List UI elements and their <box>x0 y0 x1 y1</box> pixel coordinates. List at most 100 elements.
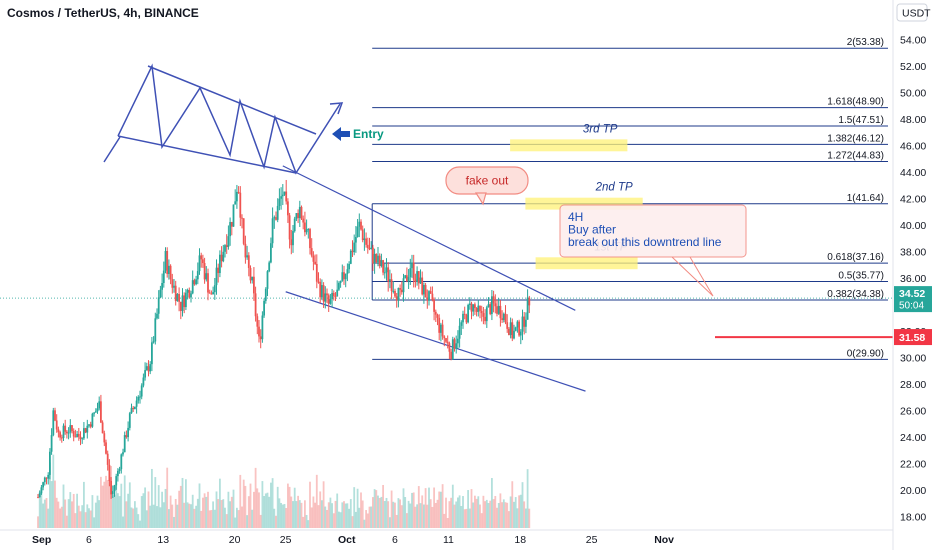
candle-body <box>42 482 44 488</box>
volume-bar <box>385 497 388 528</box>
candle-body <box>300 206 303 219</box>
candle-body <box>176 293 179 301</box>
candle-body <box>339 280 342 284</box>
candle-body <box>458 325 461 339</box>
candle-body <box>465 314 468 323</box>
volume-bar <box>227 491 230 528</box>
candle-body <box>492 296 495 304</box>
volume-bar <box>168 509 170 528</box>
candle-body <box>416 271 418 282</box>
candle-body <box>98 401 101 409</box>
candle-body <box>329 299 332 304</box>
candle-body <box>462 313 464 323</box>
volume-bar <box>414 506 417 528</box>
volume-bar <box>445 497 447 528</box>
candle-body <box>412 262 415 280</box>
price-tick-label: 48.00 <box>900 114 926 126</box>
volume-bar <box>67 499 70 528</box>
fib-level-label: 0.5(35.77) <box>838 271 884 282</box>
candle-body <box>484 316 486 322</box>
candle-body <box>467 304 469 323</box>
fib-level-label: 0.382(34.38) <box>827 289 884 300</box>
price-tick-label: 46.00 <box>900 141 926 153</box>
candle-body <box>424 284 427 298</box>
volume-bar <box>489 500 492 528</box>
volume-bar <box>275 515 277 528</box>
fib-level-label: 1(41.64) <box>847 193 884 204</box>
candle-body <box>271 218 274 244</box>
volume-bar <box>193 508 196 528</box>
volume-bar <box>156 506 158 528</box>
candle-body <box>479 305 481 311</box>
volume-bar <box>105 475 107 528</box>
volume-bar <box>161 491 163 528</box>
candle-body <box>506 322 509 329</box>
candle-body <box>264 288 267 301</box>
candle-body <box>502 313 505 321</box>
candle-body <box>71 425 73 432</box>
candle-body <box>222 251 225 262</box>
volume-bar <box>460 505 463 528</box>
time-tick-label: 13 <box>157 534 169 546</box>
volume-bar <box>516 508 519 528</box>
volume-bar <box>492 499 495 528</box>
volume-bar <box>353 487 356 528</box>
candle-body <box>130 407 133 414</box>
volume-bar <box>315 474 318 528</box>
volume-bar <box>380 496 383 528</box>
volume-bar <box>331 503 333 528</box>
candle-body <box>166 250 169 274</box>
candle-body <box>268 262 271 272</box>
candle-body <box>273 217 276 219</box>
candle-body <box>55 420 58 430</box>
candle-body <box>38 493 41 498</box>
candle-body <box>511 322 514 339</box>
candle-body <box>377 255 379 263</box>
candle-body <box>120 454 123 470</box>
candle-body <box>375 253 378 263</box>
candle-body <box>157 297 160 314</box>
candle-body <box>446 341 449 344</box>
candle-body <box>468 303 471 305</box>
candle-body <box>514 327 517 331</box>
volume-bar <box>348 508 350 528</box>
volume-bar <box>142 493 145 528</box>
downtrend-lower-line <box>285 291 586 392</box>
volume-bar <box>526 469 529 528</box>
volume-bar <box>400 505 403 528</box>
volume-bar <box>426 504 429 528</box>
candle-body <box>103 433 106 443</box>
candle-body <box>111 491 114 495</box>
candle-body <box>84 428 87 433</box>
volume-bar <box>215 491 218 528</box>
volume-bar <box>251 509 254 528</box>
volume-bar <box>64 499 67 528</box>
candle-body <box>67 432 70 434</box>
candle-body <box>246 255 248 258</box>
candle-body <box>348 263 350 270</box>
volume-bar <box>450 497 452 528</box>
volume-bar <box>169 495 172 528</box>
volume-bar <box>465 508 468 528</box>
tp-zone <box>525 197 643 210</box>
candle-body <box>50 435 53 452</box>
volume-bar <box>62 484 65 528</box>
candle-body <box>494 303 497 307</box>
candle-body <box>358 221 361 227</box>
candle-body <box>54 410 56 421</box>
volume-bar <box>484 501 486 528</box>
candle-body <box>202 259 204 264</box>
volume-bar <box>417 486 420 528</box>
candle-body <box>205 273 208 280</box>
volume-bar <box>368 506 371 528</box>
candle-body <box>346 269 349 274</box>
volume-bar <box>173 516 175 528</box>
volume-bar <box>497 503 500 528</box>
volume-bar <box>297 495 299 528</box>
symbol-title[interactable]: Cosmos / TetherUS, 4h, BINANCE <box>7 6 199 20</box>
volume-bar <box>321 500 323 528</box>
candle-body <box>509 322 512 336</box>
volume-bar <box>84 512 87 528</box>
